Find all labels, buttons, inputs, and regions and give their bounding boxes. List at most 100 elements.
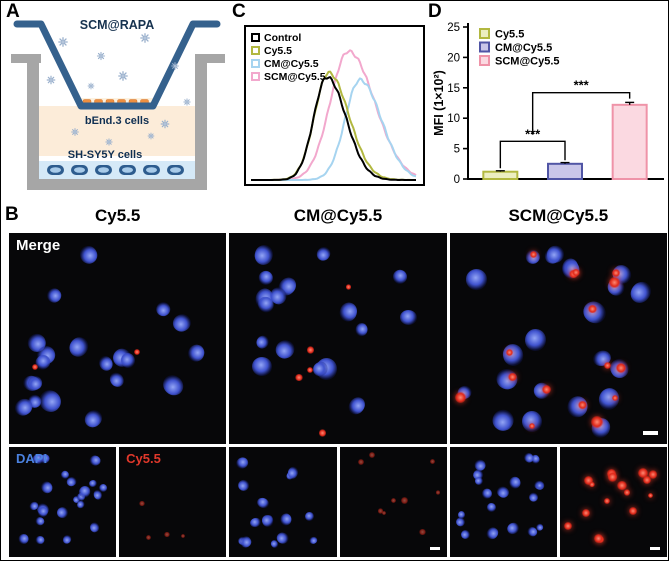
channel-row: DAPI Cy5.5 [9, 447, 668, 557]
cell-nucleus [505, 520, 522, 536]
cy55-spot [541, 384, 552, 395]
cy55-spot [629, 507, 637, 516]
cy55-channel-image-cy55: Cy5.5 [119, 447, 227, 557]
bar-chart-svg: 0 5 10 15 20 25 MFI (1×10²) Cy5.5CM@Cy5.5 SCM@Cy… [432, 22, 664, 186]
cell-nucleus [627, 278, 656, 308]
merge-row: Merge [9, 233, 667, 444]
cy55-channel-image-scm [559, 447, 668, 557]
y-tick-label: 25 [447, 22, 460, 34]
cell-nucleus [474, 460, 486, 472]
legend-swatch-SCM@Cy5.5 [479, 55, 490, 66]
cy55-spot [180, 533, 186, 539]
panel-b-column-titles: Cy5.5 CM@Cy5.5 SCM@Cy5.5 [9, 206, 667, 226]
cell-nucleus [255, 495, 271, 510]
cell-nucleus [459, 528, 472, 541]
flow-curve-Control [251, 76, 416, 181]
cell-nucleus [169, 311, 194, 335]
cell-nucleus [18, 533, 29, 544]
cell-nucleus [89, 522, 100, 534]
cy55-spot [593, 534, 603, 543]
cy55-spot [623, 488, 631, 496]
flow-legend: Control Cy5.5 CM@Cy5.5 SCM@Cy5.5 [251, 31, 326, 83]
cy55-spot [164, 531, 170, 538]
cy55-spot [505, 348, 513, 356]
cy55-spot [508, 372, 517, 381]
legend-label: Cy5.5 [264, 44, 293, 57]
cell-nucleus [399, 309, 418, 326]
cy55-channel-image-cm [339, 447, 447, 557]
cell-nucleus [65, 475, 78, 488]
cell-nucleus [185, 342, 207, 364]
cell-nucleus [279, 512, 292, 526]
transwell-schematic: SCM@RAPA bEnd.3 cells SH-SY5Y cells [11, 18, 225, 190]
flow-curves [251, 49, 417, 181]
cell-nucleus [481, 488, 493, 500]
cy55-spot [345, 284, 352, 290]
cell-nucleus [595, 384, 623, 413]
flow-curve-CM@Cy5.5 [251, 77, 417, 181]
y-tick-label: 0 [454, 174, 460, 186]
shsy5y-cells [47, 165, 184, 175]
legend-swatch [251, 46, 260, 55]
scale-bar [642, 431, 658, 435]
cell-nucleus [88, 479, 98, 488]
cell-nucleus [106, 369, 127, 390]
y-tick-label: 10 [447, 113, 460, 125]
cell-nucleus [66, 333, 93, 360]
cy55-spot [377, 508, 384, 514]
cell-nucleus [248, 516, 263, 530]
panel-d-label: D [428, 1, 442, 22]
cell-nucleus [153, 299, 174, 319]
cy55-spot [139, 500, 145, 507]
cell-nucleus [27, 375, 44, 391]
panel-b-label: B [5, 204, 19, 225]
legend-swatch-CM@Cy5.5 [479, 41, 490, 53]
cy55-spot [572, 268, 580, 276]
scm-rapa-label: SCM@RAPA [80, 18, 154, 32]
cell-nucleus [61, 533, 73, 545]
flow-histogram-plot: Control Cy5.5 CM@Cy5.5 SCM@Cy5.5 [244, 25, 425, 186]
cy55-spot [418, 528, 426, 536]
panel-c-label: C [232, 1, 246, 22]
cy55-spot [578, 400, 587, 410]
microscopy-grid: Merge DAPI Cy5.5 [9, 233, 668, 557]
cell-nucleus [38, 479, 56, 496]
cy55-spot [642, 475, 652, 485]
cy55-spot [616, 362, 627, 373]
cy55-spot [530, 251, 537, 258]
cell-nucleus [34, 515, 46, 527]
legend-item-SCM@Cy5.5: SCM@Cy5.5 [251, 70, 326, 83]
scale-bar [650, 547, 661, 550]
cell-nucleus [546, 244, 565, 264]
y-tick-label: 5 [454, 144, 460, 156]
cell-nucleus [501, 341, 527, 368]
legend-label-Cy5.5: Cy5.5 [495, 29, 524, 41]
cell-nucleus [54, 505, 71, 521]
column-title-scm-cy55: SCM@Cy5.5 [508, 206, 609, 225]
cell-nucleus [254, 333, 272, 351]
cy55-spot [529, 422, 536, 429]
cy55-spot [454, 392, 467, 404]
medium-layer [39, 106, 195, 156]
significance-label: *** [574, 78, 590, 93]
legend-label: SCM@Cy5.5 [264, 70, 326, 83]
cell-nucleus [355, 322, 369, 337]
legend-label-CM@Cy5.5: CM@Cy5.5 [495, 42, 552, 54]
cell-nucleus [337, 300, 359, 324]
cell-nucleus [252, 243, 275, 267]
cell-nucleus [256, 268, 276, 288]
cell-nucleus [238, 479, 250, 491]
merge-image-cm-cy55 [229, 233, 447, 444]
cell-nucleus [464, 267, 488, 291]
cell-nucleus [235, 455, 250, 470]
cy55-spot [608, 277, 620, 289]
cell-nucleus [345, 394, 369, 418]
cy55-spot [617, 480, 628, 491]
legend-swatch-Cy5.5 [479, 28, 490, 39]
cell-nucleus [35, 534, 46, 545]
cy55-spot [603, 498, 610, 505]
cell-nucleus [523, 328, 547, 352]
legend-label: Control [264, 31, 302, 44]
legend-label: CM@Cy5.5 [264, 57, 319, 70]
